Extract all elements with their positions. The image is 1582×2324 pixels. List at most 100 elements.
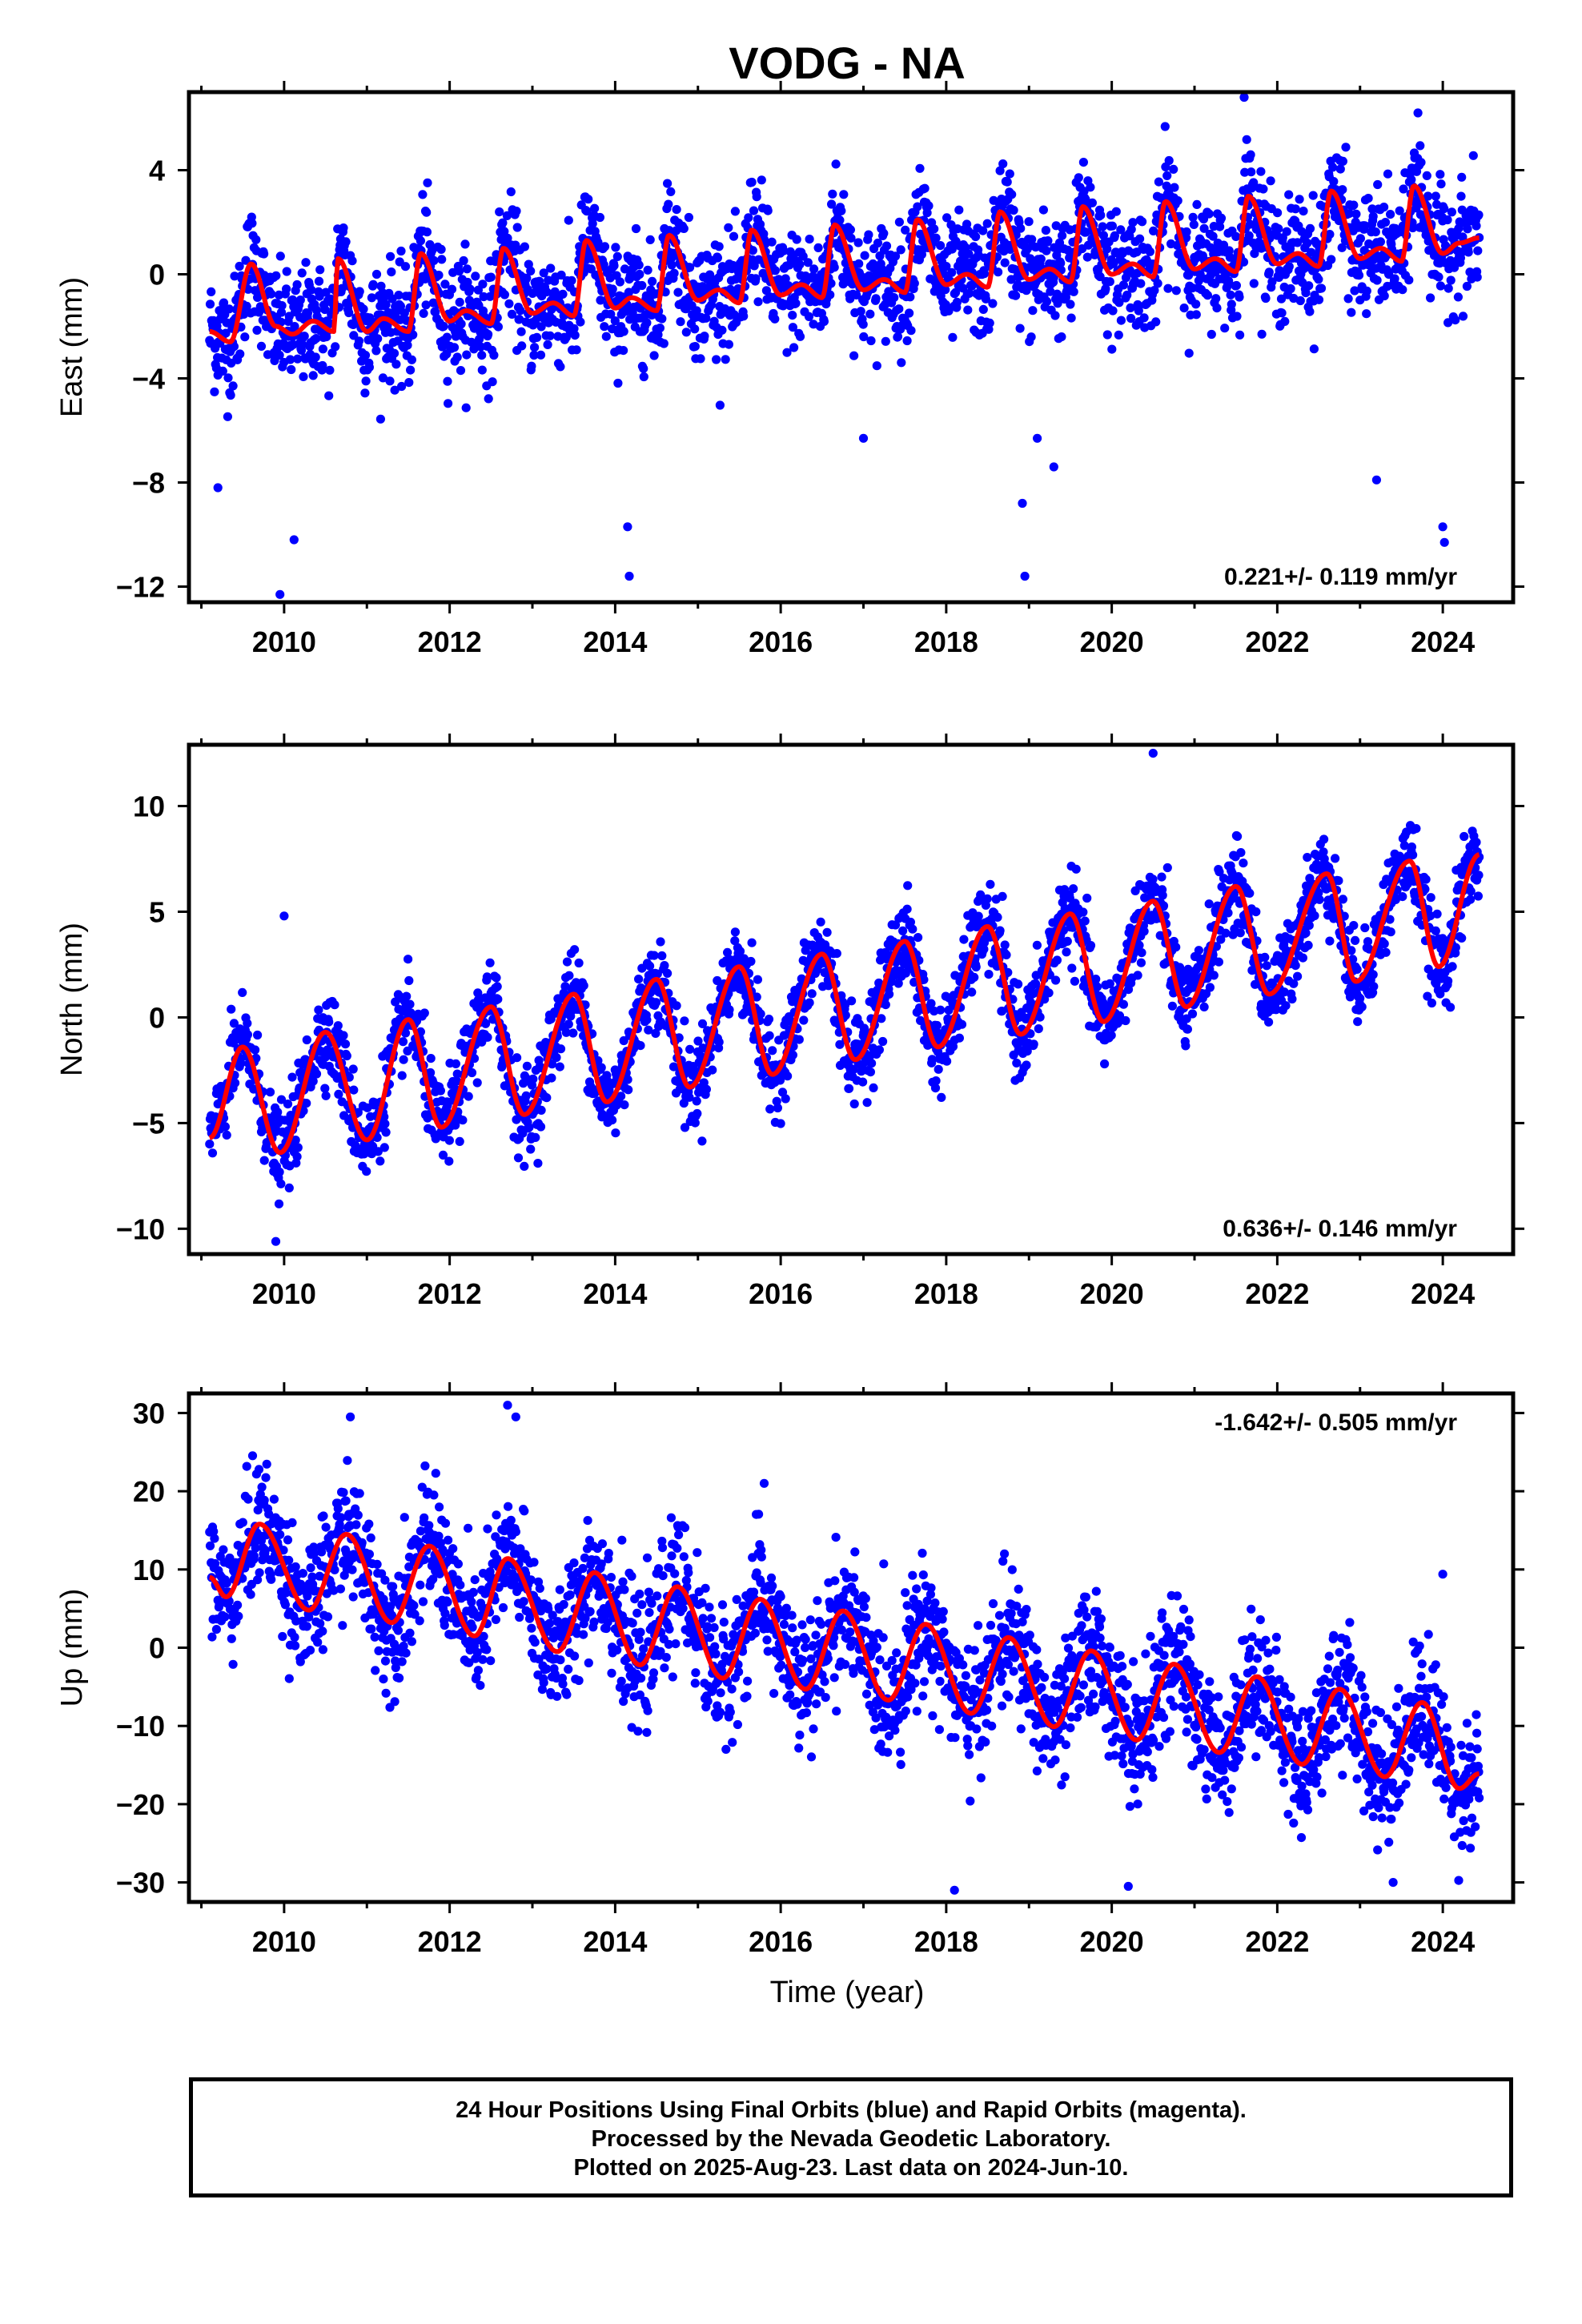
data-point	[1069, 884, 1078, 894]
data-point	[749, 206, 759, 215]
data-point	[930, 224, 939, 234]
data-point	[380, 1119, 390, 1128]
data-point	[404, 378, 414, 388]
data-point	[361, 376, 371, 386]
data-point	[405, 999, 415, 1009]
data-point	[1034, 1024, 1043, 1034]
data-point	[645, 961, 655, 971]
data-point	[277, 301, 287, 311]
data-point	[462, 264, 472, 274]
data-point	[1362, 309, 1371, 319]
data-point	[1160, 122, 1170, 131]
data-point	[467, 1068, 477, 1078]
data-point	[536, 1105, 546, 1115]
data-point	[242, 301, 251, 311]
data-point	[1426, 293, 1435, 303]
data-point	[1331, 854, 1340, 863]
data-point	[1081, 227, 1090, 237]
data-point	[652, 969, 662, 979]
data-point	[535, 276, 544, 286]
data-point	[690, 324, 700, 334]
data-point	[1189, 219, 1199, 229]
data-point	[276, 1095, 287, 1104]
data-point	[712, 355, 721, 364]
data-point	[837, 206, 846, 215]
data-point	[493, 995, 503, 1004]
data-point	[1105, 277, 1114, 287]
data-point	[1212, 304, 1222, 313]
data-point	[1235, 330, 1245, 340]
data-point	[1282, 227, 1291, 236]
data-point	[756, 1009, 765, 1019]
data-point	[982, 894, 992, 903]
data-point	[1310, 911, 1319, 921]
data-point	[298, 340, 307, 349]
data-point	[1293, 238, 1303, 247]
data-point	[434, 271, 444, 280]
data-point	[764, 1015, 774, 1024]
data-point	[1074, 173, 1083, 183]
data-point	[753, 297, 763, 307]
data-point	[1273, 208, 1283, 218]
data-point	[223, 373, 233, 383]
data-point	[292, 279, 302, 290]
data-point	[394, 291, 404, 300]
data-point	[619, 1035, 628, 1046]
data-point	[847, 996, 857, 1006]
data-point	[978, 226, 988, 235]
data-point	[340, 1039, 351, 1049]
data-point	[905, 308, 914, 318]
data-point	[1431, 191, 1440, 201]
data-point	[660, 961, 669, 971]
data-point	[915, 163, 925, 173]
data-point	[827, 199, 837, 209]
data-point	[692, 1096, 701, 1106]
data-point	[957, 1019, 967, 1029]
data-point	[320, 304, 330, 315]
data-point	[274, 1199, 284, 1208]
data-point	[436, 244, 446, 254]
data-point	[690, 342, 700, 352]
data-point	[582, 207, 592, 216]
data-point	[930, 1084, 941, 1093]
data-point	[1474, 210, 1484, 219]
data-point	[579, 981, 588, 991]
data-point	[1383, 169, 1393, 179]
x-tick-label: 2024	[1411, 625, 1475, 658]
data-point	[1395, 206, 1404, 215]
data-point	[1371, 475, 1381, 485]
data-point	[1162, 171, 1172, 180]
data-point	[205, 1140, 215, 1149]
data-point	[348, 1064, 358, 1074]
data-point	[919, 975, 929, 984]
data-point	[1164, 155, 1174, 166]
data-point	[1098, 222, 1107, 231]
data-point	[789, 343, 799, 352]
data-point	[569, 324, 579, 333]
data-point	[1355, 994, 1365, 1003]
data-point	[753, 975, 763, 984]
x-tick-label: 2014	[583, 625, 647, 658]
data-point	[894, 217, 904, 227]
data-point	[1291, 204, 1300, 214]
data-point	[1040, 995, 1050, 1004]
data-point	[465, 284, 475, 294]
data-point	[1305, 223, 1315, 233]
data-point	[1053, 299, 1062, 308]
data-point	[1082, 252, 1092, 262]
data-point	[371, 269, 382, 279]
data-point	[251, 1045, 260, 1055]
data-point	[871, 294, 881, 304]
data-point	[1106, 1031, 1116, 1040]
data-point	[513, 1153, 524, 1163]
data-point	[1464, 247, 1473, 257]
data-point	[1349, 921, 1359, 931]
data-point	[1264, 267, 1274, 277]
data-point	[1443, 215, 1452, 225]
data-point	[854, 259, 864, 268]
data-point	[222, 1130, 231, 1140]
data-point	[809, 320, 818, 329]
data-point	[1438, 522, 1447, 532]
data-point	[1239, 92, 1249, 103]
data-point	[477, 351, 487, 360]
